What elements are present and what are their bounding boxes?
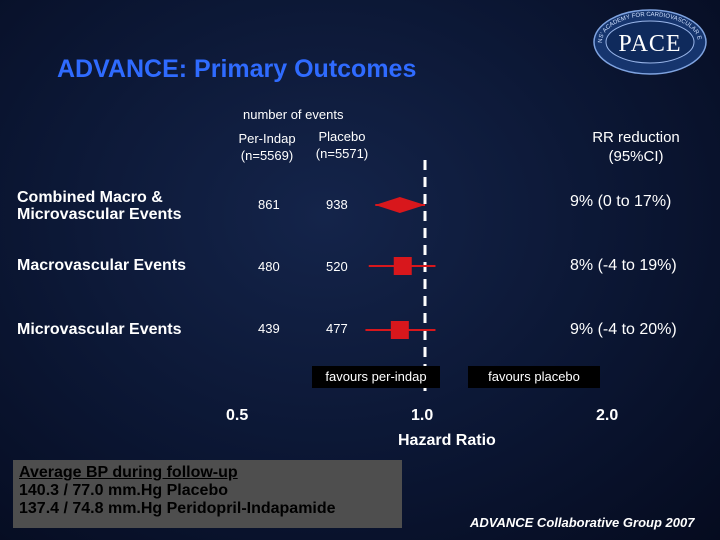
placebo-count: 520 <box>326 259 348 274</box>
bp-box-treatment: 137.4 / 74.8 mm.Hg Peridopril-Indapamide <box>19 500 336 517</box>
bp-box-placebo: 140.3 / 77.0 mm.Hg Placebo <box>19 482 228 499</box>
rr-value: 9% (0 to 17%) <box>570 193 672 210</box>
placebo-count: 477 <box>326 321 348 336</box>
hr-diamond <box>375 197 425 213</box>
events-header: number of events <box>243 107 344 122</box>
per-indap-count: 480 <box>258 259 280 274</box>
per-indap-count: 861 <box>258 197 280 212</box>
hr-marker <box>390 321 409 339</box>
x-axis-label: Hazard Ratio <box>398 432 496 449</box>
row-label-macro: Macrovascular Events <box>17 257 186 274</box>
bp-box-heading: Average BP during follow-up <box>19 464 238 481</box>
rr-value: 8% (-4 to 19%) <box>570 257 677 274</box>
logo-text: PACE <box>618 31 681 57</box>
per-indap-header: Per-IndapPlacebo (n=5569) <box>238 131 296 163</box>
placebo-header: Placebo (n=5571) <box>315 129 369 161</box>
rr-header: RR reduction (95%CI) <box>592 129 680 165</box>
x-tick-label: 2.0 <box>596 407 619 424</box>
rr-value: 9% (-4 to 20%) <box>570 321 677 338</box>
x-tick-label: 1.0 <box>411 407 434 424</box>
source-credit: ADVANCE Collaborative Group 2007 <box>470 515 695 530</box>
row-label-combined: Combined Macro & Microvascular Events <box>17 189 182 223</box>
per-indap-count: 439 <box>258 321 280 336</box>
row-label-micro: Microvascular Events <box>17 321 182 338</box>
hr-marker <box>393 257 412 275</box>
bp-summary-box: Average BP during follow-up 140.3 / 77.0… <box>13 460 402 528</box>
favours-placebo-label: favours placebo <box>468 366 600 388</box>
slide-title: ADVANCE: Primary Outcomes <box>57 55 417 83</box>
placebo-count: 938 <box>326 197 348 212</box>
x-tick-label: 0.5 <box>226 407 249 424</box>
favours-per-indap-label: favours per-indap <box>312 366 440 388</box>
pace-logo: PACE PHYSICIANS' ACADEMY FOR CARDIOVASCU… <box>590 4 708 76</box>
